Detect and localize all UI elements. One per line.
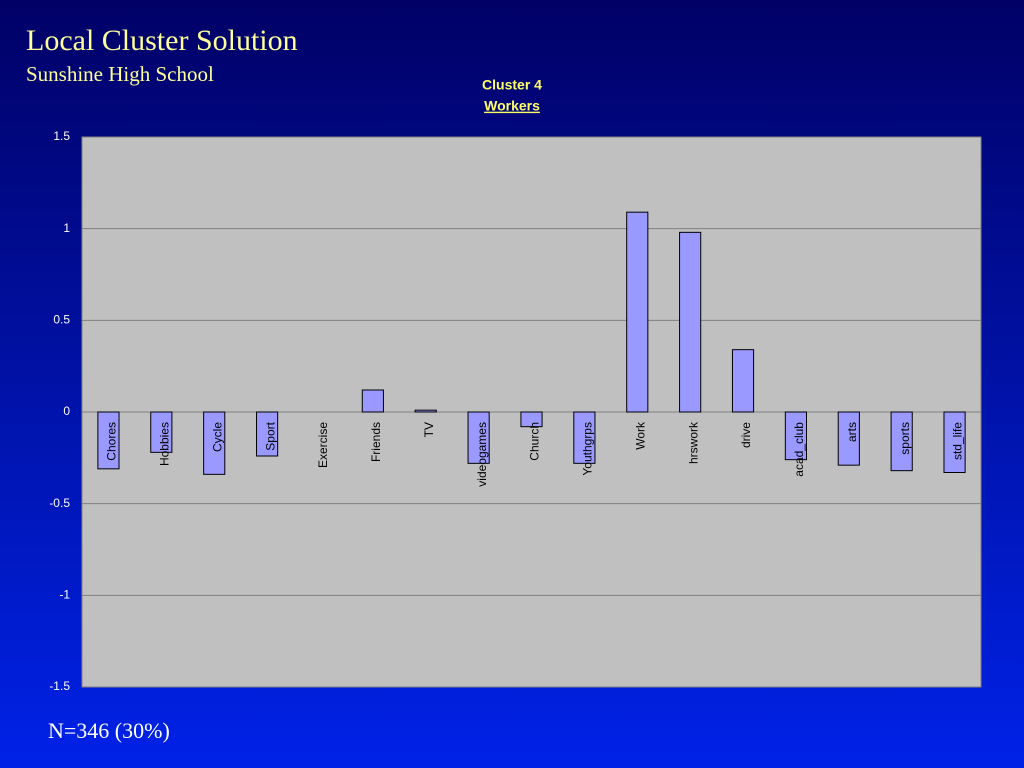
- y-tick-label: -1: [59, 588, 70, 602]
- x-tick-label: hrswork: [686, 421, 700, 464]
- bar: [361, 389, 384, 413]
- y-tick-label: -0.5: [49, 496, 70, 510]
- bar: [414, 409, 437, 413]
- chart-subtitle: Workers: [484, 98, 540, 114]
- x-tick-label: arts: [845, 422, 859, 442]
- x-tick-label: Youthgrps: [581, 422, 595, 476]
- bar: [573, 411, 596, 464]
- bar: [467, 411, 490, 464]
- bar: [784, 411, 807, 461]
- slide-title: Local Cluster Solution: [26, 24, 298, 57]
- slide-subtitle: Sunshine High School: [26, 62, 214, 86]
- x-tick-label: Sport: [263, 421, 277, 450]
- x-tick-label: Chores: [105, 422, 119, 461]
- chart-title: Cluster 4: [482, 77, 542, 93]
- x-tick-label: Work: [633, 421, 647, 450]
- x-tick-label: drive: [739, 422, 753, 448]
- bar: [626, 211, 649, 413]
- y-tick-label: 1: [63, 221, 70, 235]
- bar: [520, 411, 543, 428]
- bar: [943, 411, 966, 473]
- slide-footer: N=346 (30%): [48, 718, 170, 743]
- bar: [150, 411, 173, 453]
- bar: [97, 411, 120, 470]
- bar: [203, 411, 226, 475]
- y-tick-label: 1.5: [53, 129, 70, 143]
- bar: [731, 349, 755, 413]
- bar: [890, 411, 913, 472]
- x-tick-label: Cycle: [210, 422, 224, 452]
- bar: [256, 411, 279, 457]
- x-tick-label: acad_club: [792, 422, 806, 477]
- y-tick-label: -1.5: [49, 679, 70, 693]
- x-tick-label: TV: [422, 422, 436, 437]
- x-tick-label: Hobbies: [157, 422, 171, 466]
- x-tick-label: std_life: [951, 422, 965, 460]
- x-tick-label: Exercise: [316, 422, 330, 468]
- bar: [837, 411, 860, 466]
- bar: [679, 231, 702, 413]
- y-tick-label: 0.5: [53, 313, 70, 327]
- x-tick-label: videogames: [475, 422, 489, 487]
- x-tick-label: Church: [528, 422, 542, 461]
- x-tick-label: Friends: [369, 422, 383, 462]
- x-tick-label: sports: [898, 422, 912, 455]
- y-tick-label: 0: [63, 404, 70, 418]
